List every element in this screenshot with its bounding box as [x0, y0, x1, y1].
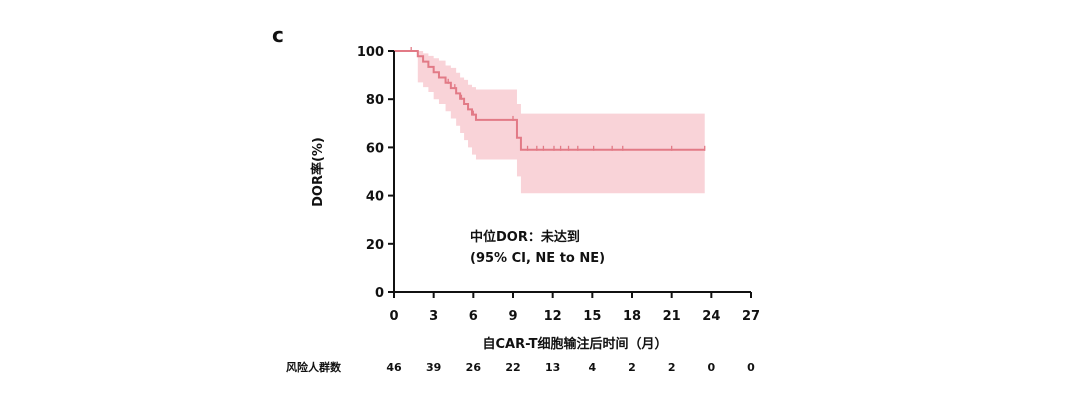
risk-count: 0 — [708, 361, 716, 374]
y-tick-label: 80 — [366, 93, 384, 108]
x-ticks: 0 3 6 9 12 15 18 21 24 27 — [389, 292, 760, 324]
axes: 0 20 40 60 80 100 0 3 6 9 12 15 18 21 24 27 — [357, 45, 760, 324]
x-tick-label: 3 — [429, 309, 438, 324]
risk-table-counts: 46 39 26 22 13 4 2 2 0 0 — [386, 361, 755, 374]
curve-layer — [394, 50, 705, 151]
x-tick-label: 0 — [389, 309, 398, 324]
x-tick-label: 18 — [623, 309, 641, 324]
x-tick-label: 9 — [508, 309, 517, 324]
risk-count: 0 — [747, 361, 755, 374]
censor-marks — [410, 47, 706, 151]
y-tick-label: 100 — [357, 45, 384, 60]
y-tick-label: 60 — [366, 141, 384, 156]
y-tick-label: 0 — [375, 286, 384, 301]
x-tick-label: 27 — [742, 309, 760, 324]
risk-count: 26 — [466, 361, 482, 374]
risk-count: 2 — [668, 361, 676, 374]
risk-table-label: 风险人群数 — [286, 360, 342, 374]
x-axis-title: 自CAR-T细胞输注后时间（月） — [483, 336, 668, 352]
x-tick-label: 21 — [663, 309, 681, 324]
x-tick-label: 6 — [469, 309, 478, 324]
x-tick-label: 24 — [702, 309, 720, 324]
risk-count: 2 — [628, 361, 636, 374]
y-axis-title: DOR率(%) — [310, 137, 326, 207]
confidence-band — [394, 51, 705, 194]
plot-area — [394, 47, 706, 194]
risk-count: 46 — [386, 361, 402, 374]
ci-annotation: (95% CI, NE to NE) — [470, 251, 605, 266]
y-tick-label: 40 — [366, 190, 384, 205]
x-tick-label: 15 — [583, 309, 601, 324]
risk-count: 4 — [589, 361, 597, 374]
km-curve — [394, 50, 705, 151]
y-ticks: 0 20 40 60 80 100 — [357, 45, 394, 301]
panel-label: c — [272, 23, 284, 47]
x-tick-label: 12 — [544, 309, 562, 324]
y-tick-label: 20 — [366, 238, 384, 253]
risk-count: 39 — [426, 361, 441, 374]
ci-band-layer — [394, 51, 705, 194]
median-dor-annotation: 中位DOR：未达到 — [470, 229, 580, 245]
risk-count: 13 — [545, 361, 560, 374]
risk-count: 22 — [505, 361, 520, 374]
